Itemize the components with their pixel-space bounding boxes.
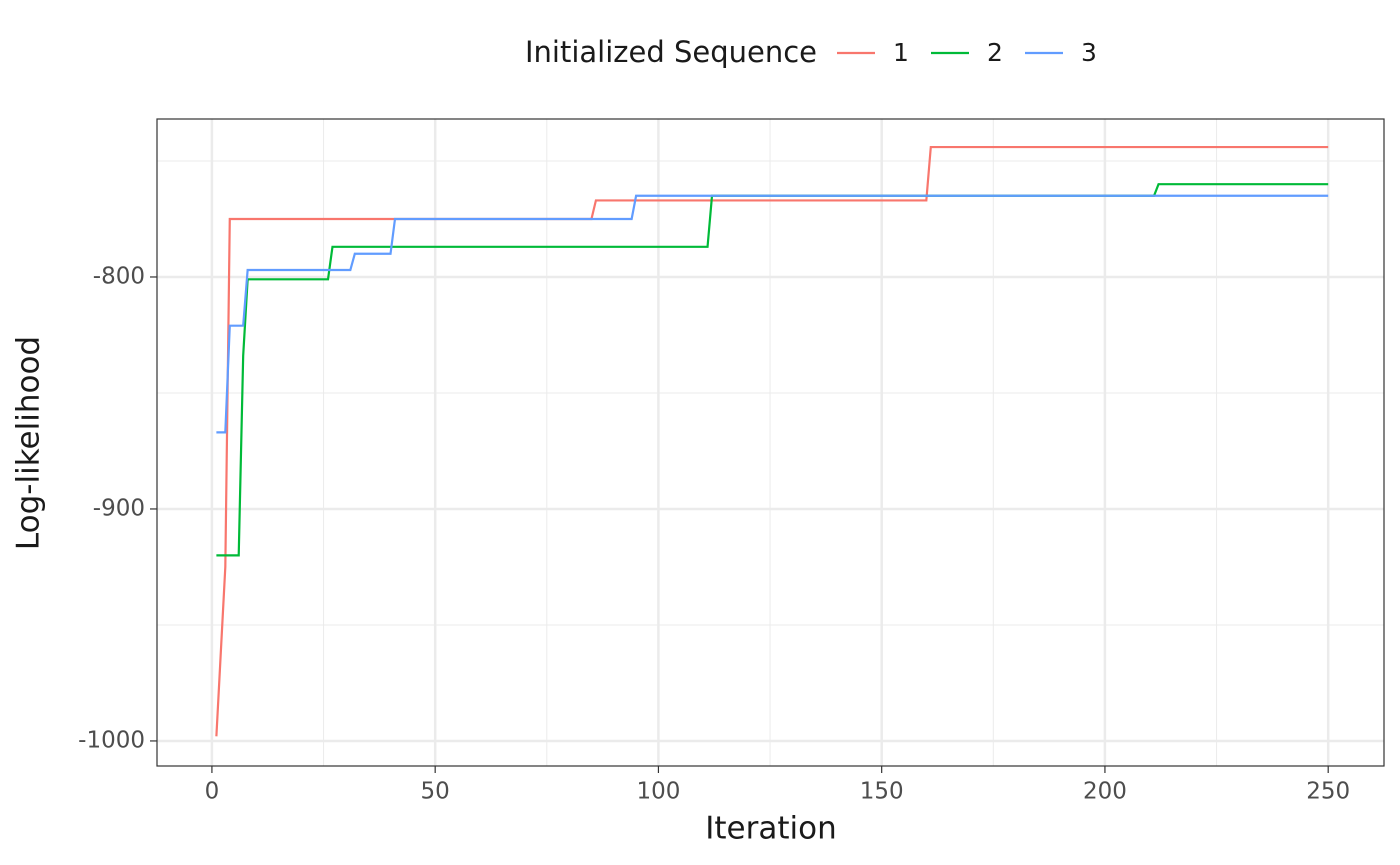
panel-border	[156, 118, 1385, 767]
legend-label: 3	[1081, 38, 1097, 67]
legend-label: 2	[987, 38, 1003, 67]
x-tick-label: 200	[1083, 779, 1127, 805]
x-tick-label: 250	[1306, 779, 1350, 805]
y-tick-label: -1000	[78, 727, 145, 753]
x-axis-title: Iteration	[705, 811, 837, 847]
series-line	[216, 183, 1329, 557]
legend-label: 1	[893, 38, 909, 67]
legend-title: Initialized Sequence	[525, 35, 817, 69]
series-line	[215, 145, 1329, 737]
series-line	[216, 194, 1329, 434]
y-axis-title: Log-likelihood	[11, 336, 47, 550]
x-tick-label: 0	[205, 779, 220, 805]
x-tick-label: 100	[636, 779, 680, 805]
y-tick-label: -900	[93, 495, 145, 521]
x-tick-label: 50	[421, 779, 450, 805]
y-tick-label: -800	[93, 263, 145, 289]
x-tick-label: 150	[860, 779, 904, 805]
